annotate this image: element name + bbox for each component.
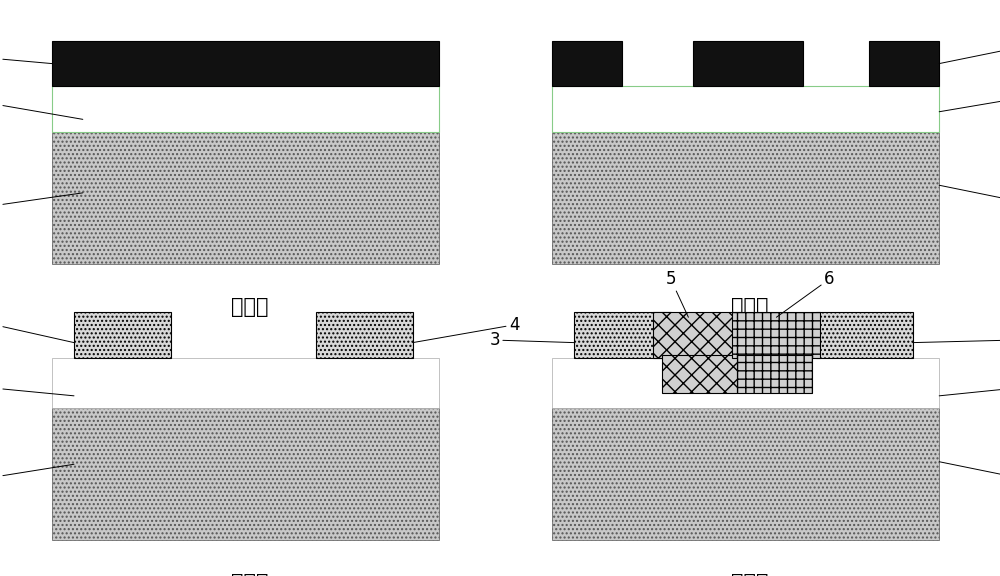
Text: 2: 2	[0, 95, 83, 119]
Bar	[552, 41, 622, 86]
Text: 2: 2	[939, 379, 1000, 397]
Text: 第三步: 第三步	[231, 573, 269, 576]
Text: 1: 1	[939, 462, 1000, 486]
Bar	[74, 312, 171, 358]
Text: 4: 4	[413, 316, 519, 343]
Text: 第二步: 第二步	[731, 297, 769, 317]
Text: 1: 1	[0, 464, 74, 486]
Bar	[552, 132, 939, 264]
Text: 7: 7	[939, 39, 1000, 63]
Bar	[52, 358, 439, 408]
Text: 6: 6	[776, 270, 834, 317]
Text: 5: 5	[666, 270, 688, 317]
Text: 第四步: 第四步	[731, 573, 769, 576]
Bar	[732, 312, 820, 358]
Text: 2: 2	[0, 379, 74, 397]
Text: 2: 2	[939, 90, 1000, 112]
Bar	[816, 312, 913, 358]
Bar	[552, 86, 939, 132]
Text: 1: 1	[0, 193, 83, 214]
Bar	[737, 355, 812, 393]
Bar	[574, 312, 671, 358]
Text: 3: 3	[489, 331, 574, 349]
Bar	[52, 132, 439, 264]
Bar	[869, 41, 939, 86]
Text: 4: 4	[913, 331, 1000, 349]
Text: 3: 3	[0, 316, 74, 343]
Bar	[552, 358, 939, 408]
Bar	[662, 355, 737, 393]
Text: 1: 1	[939, 185, 1000, 210]
Text: 第一步: 第一步	[231, 297, 269, 317]
Bar	[52, 41, 439, 86]
Bar	[52, 86, 439, 132]
Bar	[52, 408, 439, 540]
Text: 7: 7	[0, 50, 52, 67]
Bar	[316, 312, 413, 358]
Bar	[552, 408, 939, 540]
Bar	[653, 312, 741, 358]
Bar	[693, 41, 803, 86]
